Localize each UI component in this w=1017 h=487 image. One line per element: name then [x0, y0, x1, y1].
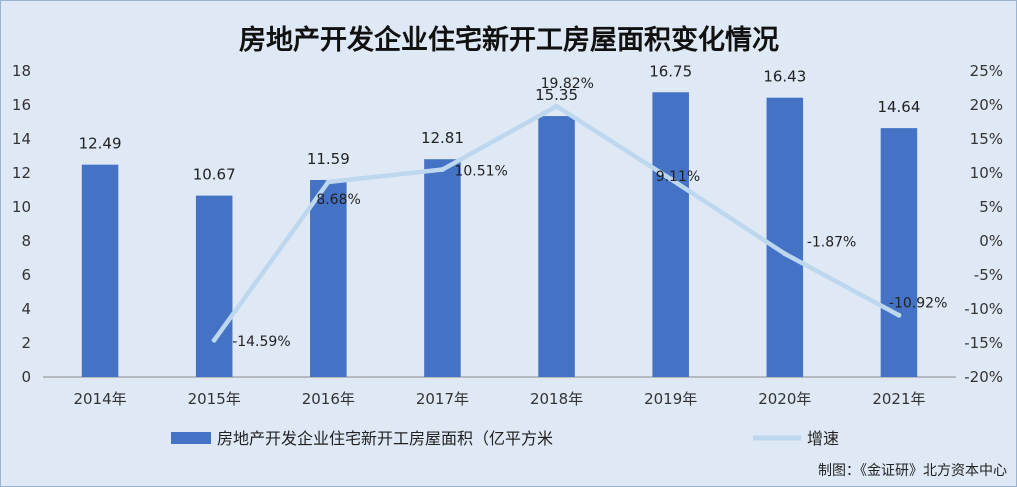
line-data-labels: -14.59% 8.68% 10.51% 19.82% 9.11% -1.87% -10.9… — [232, 76, 947, 350]
category-label: 2015年 — [188, 390, 241, 408]
left-tick-label: 6 — [21, 266, 31, 284]
right-tick-label: 25% — [970, 62, 1003, 80]
line-point — [668, 176, 674, 182]
right-tick-label: -15% — [964, 334, 1003, 352]
category-label: 2020年 — [758, 390, 811, 408]
bar — [195, 195, 233, 377]
bar — [652, 92, 689, 377]
right-axis: -20% -15% -10% -5% 0% 5% 10% 15% 20% 25% — [964, 62, 1003, 386]
right-tick-label: -20% — [964, 368, 1003, 386]
category-label: 2016年 — [302, 390, 355, 408]
bar — [310, 179, 347, 377]
category-label: 2021年 — [872, 390, 925, 408]
chart-title: 房地产开发企业住宅新开工房屋面积变化情况 — [239, 24, 779, 56]
right-tick-label: -5% — [974, 266, 1003, 284]
line-point — [782, 251, 788, 257]
bar — [880, 128, 918, 377]
left-tick-label: 12 — [12, 164, 31, 182]
bar — [766, 97, 804, 377]
bar-value-label: 12.81 — [421, 129, 464, 147]
bar-value-label: 15.35 — [535, 86, 578, 104]
left-tick-label: 16 — [12, 96, 31, 114]
right-tick-label: 20% — [970, 96, 1003, 114]
line-value-label: 8.68% — [316, 192, 360, 208]
bar-value-label: 16.75 — [649, 62, 692, 80]
line-series — [211, 103, 902, 343]
line-value-label: -14.59% — [232, 334, 290, 350]
legend-line-label: 增速 — [807, 429, 839, 448]
right-tick-label: 5% — [979, 198, 1003, 216]
left-tick-label: 8 — [21, 232, 31, 250]
legend-bar-label: 房地产开发企业住宅新开工房屋面积（亿平方米 — [217, 429, 553, 448]
left-tick-label: 10 — [12, 198, 31, 216]
x-axis: 2014年 2015年 2016年 2017年 2018年 2019年 2020年 2021年 — [73, 390, 925, 408]
right-tick-label: 15% — [970, 130, 1003, 148]
left-tick-label: 2 — [21, 334, 31, 352]
category-label: 2017年 — [416, 390, 469, 408]
line-value-label: -10.92% — [889, 295, 947, 311]
line-value-label: 19.82% — [541, 76, 594, 92]
right-tick-label: 10% — [970, 164, 1003, 182]
left-axis: 0 2 4 6 8 10 12 14 16 18 — [12, 62, 31, 386]
chart-credit: 制图：《金证研》北方资本中心 — [818, 463, 1007, 479]
right-tick-label: 0% — [979, 232, 1003, 250]
legend-bar-swatch — [171, 432, 211, 444]
line-value-label: 10.51% — [454, 164, 507, 180]
line-point — [896, 312, 902, 318]
bar-series — [81, 92, 918, 378]
line-point — [325, 179, 331, 185]
bar — [81, 164, 119, 377]
left-tick-label: 14 — [12, 130, 31, 148]
left-tick-label: 0 — [21, 368, 31, 386]
legend: 房地产开发企业住宅新开工房屋面积（亿平方米 增速 — [171, 429, 839, 448]
bar — [424, 159, 461, 377]
right-tick-label: -10% — [964, 300, 1003, 318]
category-label: 2014年 — [73, 390, 126, 408]
line-value-label: 9.11% — [656, 169, 700, 185]
bar — [538, 116, 575, 378]
bar-value-label: 12.49 — [79, 135, 122, 153]
line-point — [554, 103, 560, 109]
bar-value-label: 10.67 — [193, 166, 236, 184]
left-tick-label: 4 — [21, 300, 31, 318]
line-value-label: -1.87% — [807, 235, 857, 251]
category-label: 2018年 — [530, 390, 583, 408]
left-tick-label: 18 — [12, 62, 31, 80]
line-point — [439, 167, 445, 173]
bar-value-label: 14.64 — [877, 98, 920, 116]
bar-value-label: 11.59 — [307, 150, 350, 168]
bar-value-label: 16.43 — [763, 68, 806, 86]
line-point — [211, 337, 217, 343]
bar-data-labels: 12.49 10.67 11.59 12.81 15.35 16.75 16.43 14.64 — [79, 62, 921, 183]
category-label: 2019年 — [644, 390, 697, 408]
